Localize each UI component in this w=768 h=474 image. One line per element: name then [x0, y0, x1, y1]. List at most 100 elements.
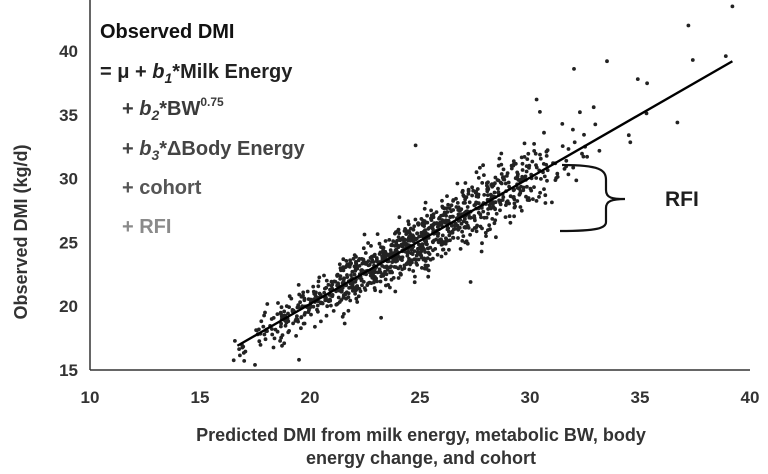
data-point: [440, 218, 445, 222]
data-point: [511, 188, 516, 193]
data-point: [522, 141, 527, 146]
data-point: [466, 192, 471, 196]
data-point: [302, 321, 307, 326]
data-point: [464, 220, 469, 225]
data-point: [479, 215, 483, 220]
data-point: [398, 238, 403, 243]
data-point: [272, 336, 277, 341]
data-point: [359, 278, 364, 283]
data-point: [581, 154, 586, 159]
data-point: [393, 231, 397, 236]
data-point: [482, 173, 486, 178]
data-point: [271, 316, 276, 320]
data-point: [543, 201, 548, 205]
data-point: [374, 256, 379, 260]
data-point: [358, 289, 363, 294]
data-point: [533, 151, 538, 156]
data-point: [450, 214, 455, 219]
data-point: [429, 213, 434, 218]
data-point: [389, 277, 394, 282]
data-point: [443, 219, 448, 224]
data-point: [407, 234, 412, 239]
data-point: [425, 213, 429, 218]
data-point: [553, 178, 558, 183]
data-point: [628, 140, 633, 145]
data-point: [497, 156, 502, 161]
data-point: [445, 210, 450, 214]
data-point: [294, 317, 299, 321]
data-point: [350, 269, 355, 274]
data-point: [279, 314, 284, 319]
data-point: [415, 231, 419, 236]
data-point: [434, 210, 439, 215]
data-point: [426, 263, 430, 268]
data-point: [313, 324, 317, 329]
data-point: [467, 200, 472, 205]
data-point: [352, 272, 357, 277]
data-point: [472, 203, 477, 208]
data-point: [515, 186, 520, 190]
data-point: [478, 165, 482, 170]
data-point: [431, 248, 435, 253]
data-point: [526, 196, 531, 200]
data-point: [434, 221, 439, 225]
y-tick-label: 20: [59, 297, 78, 316]
data-point: [258, 343, 263, 347]
data-point: [278, 339, 282, 343]
equation-term: *ΔBody Energy: [159, 138, 305, 160]
data-point: [349, 273, 353, 277]
data-point: [363, 251, 368, 255]
data-point: [307, 306, 312, 310]
data-point: [438, 220, 442, 225]
data-point: [449, 223, 454, 228]
equation-term: 0.75: [200, 95, 224, 109]
data-point: [560, 122, 565, 126]
data-point: [534, 176, 539, 180]
data-point: [566, 172, 571, 177]
data-point: [571, 165, 576, 170]
data-point: [326, 282, 331, 287]
y-tick-label: 40: [59, 42, 78, 61]
data-point: [466, 226, 471, 230]
data-point: [353, 291, 357, 296]
data-point: [363, 261, 368, 266]
data-point: [286, 311, 290, 316]
data-point: [383, 277, 388, 282]
data-point: [446, 202, 450, 207]
data-point: [513, 161, 518, 166]
data-point: [429, 216, 433, 221]
data-point: [513, 176, 518, 181]
data-point: [429, 208, 433, 213]
data-point: [372, 286, 377, 290]
data-point: [280, 343, 284, 348]
data-point: [385, 266, 390, 271]
data-point: [544, 154, 549, 158]
data-point: [505, 174, 509, 178]
data-point: [382, 265, 387, 269]
data-point: [390, 243, 394, 248]
equation-annotation: Observed DMI= μ + b1*Milk Energy+ b2*BW0…: [100, 21, 306, 238]
data-point: [597, 148, 602, 153]
data-point: [580, 151, 584, 156]
rfi-brace: [559, 163, 626, 233]
outlier-point: [605, 59, 609, 64]
data-point: [528, 186, 533, 191]
data-points: [231, 4, 735, 367]
data-point: [518, 191, 523, 196]
data-point: [566, 147, 571, 151]
data-point: [279, 321, 283, 326]
data-point: [339, 268, 343, 273]
data-point: [294, 334, 298, 338]
data-point: [450, 230, 455, 235]
data-point: [412, 238, 417, 242]
data-point: [403, 241, 408, 246]
data-point: [335, 272, 340, 277]
data-point: [280, 333, 285, 337]
data-point: [521, 188, 526, 193]
data-point: [506, 180, 511, 185]
data-point: [447, 233, 452, 238]
data-point: [357, 264, 362, 268]
data-point: [348, 258, 352, 263]
data-point: [445, 194, 449, 199]
